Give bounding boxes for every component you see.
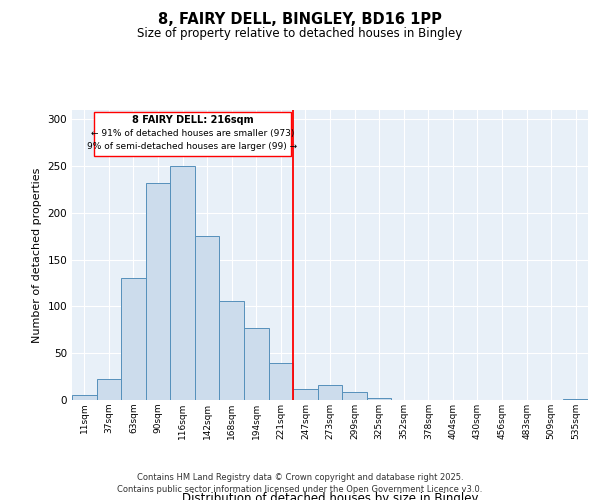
Text: Size of property relative to detached houses in Bingley: Size of property relative to detached ho…	[137, 28, 463, 40]
Bar	[293, 389, 318, 400]
Text: 8, FAIRY DELL, BINGLEY, BD16 1PP: 8, FAIRY DELL, BINGLEY, BD16 1PP	[158, 12, 442, 28]
Text: 9% of semi-detached houses are larger (99) →: 9% of semi-detached houses are larger (9…	[88, 142, 298, 151]
Bar	[244, 328, 269, 400]
Bar	[72, 396, 97, 400]
Y-axis label: Number of detached properties: Number of detached properties	[32, 168, 42, 342]
Text: Contains HM Land Registry data © Crown copyright and database right 2025.: Contains HM Land Registry data © Crown c…	[137, 472, 463, 482]
Bar	[195, 236, 220, 400]
Text: Contains public sector information licensed under the Open Government Licence v3: Contains public sector information licen…	[118, 485, 482, 494]
FancyBboxPatch shape	[94, 112, 290, 156]
Bar	[318, 385, 342, 400]
Bar	[146, 183, 170, 400]
Bar	[269, 362, 293, 400]
Bar	[342, 392, 367, 400]
Text: 8 FAIRY DELL: 216sqm: 8 FAIRY DELL: 216sqm	[131, 116, 253, 126]
Text: ← 91% of detached houses are smaller (973): ← 91% of detached houses are smaller (97…	[91, 129, 294, 138]
Bar	[97, 380, 121, 400]
Bar	[170, 166, 195, 400]
Bar	[563, 399, 588, 400]
Bar	[367, 398, 391, 400]
Bar	[220, 301, 244, 400]
X-axis label: Distribution of detached houses by size in Bingley: Distribution of detached houses by size …	[182, 492, 478, 500]
Bar	[121, 278, 146, 400]
